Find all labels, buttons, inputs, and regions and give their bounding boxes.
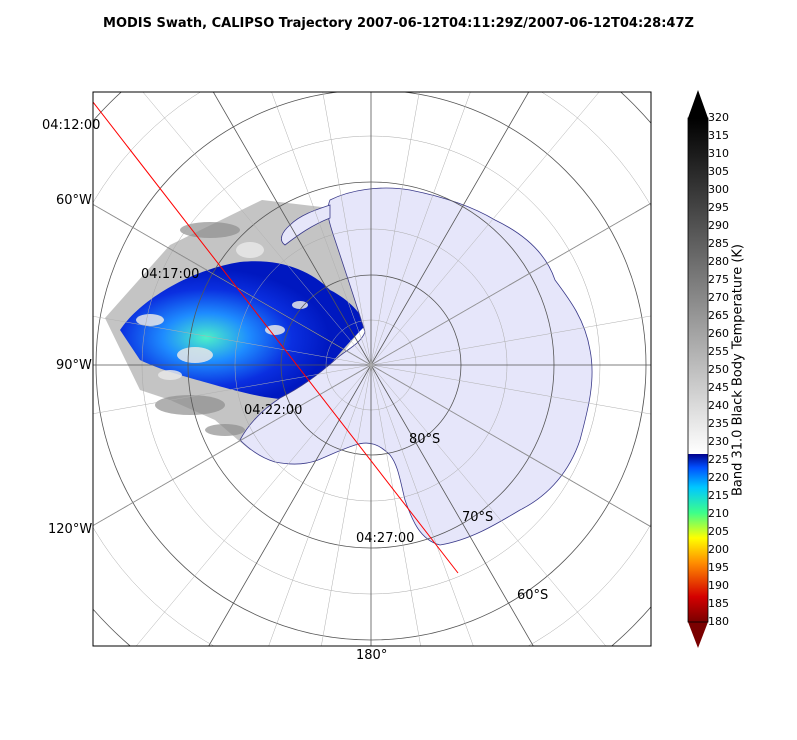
colorbar-tick-label: 280	[708, 255, 729, 268]
parallel-label-60s: 60°S	[517, 588, 549, 603]
colorbar-tick-label: 215	[708, 489, 729, 502]
colorbar-color-segment	[688, 454, 708, 622]
map-frame	[92, 91, 652, 647]
colorbar-tick-label: 235	[708, 417, 729, 430]
colorbar-tick-label: 210	[708, 507, 729, 520]
colorbar-tick-label: 190	[708, 579, 729, 592]
trajectory-time-0427: 04:27:00	[356, 531, 415, 546]
colorbar-tick-label: 240	[708, 399, 729, 412]
colorbar-tick-label: 320	[708, 111, 729, 124]
colorbar-tick-label: 305	[708, 165, 729, 178]
colorbar-tick-label: 275	[708, 273, 729, 286]
meridian-label-180: 180°	[356, 648, 388, 663]
trajectory-time-0412: 04:12:00	[42, 118, 101, 133]
colorbar-label-text: Band 31.0 Black Body Temperature (K)	[730, 244, 746, 496]
colorbar-tick-label: 205	[708, 525, 729, 538]
colorbar-tick-label: 270	[708, 291, 729, 304]
colorbar-tick-label: 180	[708, 615, 729, 628]
meridian-label-90w: 90°W	[56, 358, 92, 373]
colorbar-tick-label: 185	[708, 597, 729, 610]
colorbar-tick-label: 230	[708, 435, 729, 448]
colorbar-tick-label: 295	[708, 201, 729, 214]
colorbar-tick-label: 290	[708, 219, 729, 232]
colorbar-tick-label: 200	[708, 543, 729, 556]
colorbar	[687, 90, 709, 648]
meridian-label-60w: 60°W	[56, 193, 92, 208]
colorbar-tick-label: 255	[708, 345, 729, 358]
colorbar-min-arrow	[688, 622, 708, 648]
figure-title: MODIS Swath, CALIPSO Trajectory 2007-06-…	[103, 16, 694, 31]
colorbar-tick-label: 220	[708, 471, 729, 484]
swath-white-patches	[136, 242, 308, 380]
colorbar-tick-label: 225	[708, 453, 729, 466]
parallel-label-80s: 80°S	[409, 432, 441, 447]
antarctic-peninsula	[280, 204, 331, 246]
parallel-label-70s: 70°S	[462, 510, 494, 525]
calipso-trajectory	[93, 101, 459, 574]
meridian-label-120w: 120°W	[48, 522, 93, 537]
colorbar-tick-label: 315	[708, 129, 729, 142]
colorbar-tick-label: 300	[708, 183, 729, 196]
colorbar-tick-label: 260	[708, 327, 729, 340]
colorbar-tick-label: 195	[708, 561, 729, 574]
colorbar-tick-label: 285	[708, 237, 729, 250]
trajectory-time-0422: 04:22:00	[244, 403, 303, 418]
colorbar-tick-label: 310	[708, 147, 729, 160]
colorbar-max-arrow	[688, 90, 708, 118]
trajectory-time-0417: 04:17:00	[141, 267, 200, 282]
colorbar-tick-label: 265	[708, 309, 729, 322]
colorbar-tick-label: 250	[708, 363, 729, 376]
colorbar-tick-label: 245	[708, 381, 729, 394]
colorbar-gray-segment	[688, 118, 708, 454]
